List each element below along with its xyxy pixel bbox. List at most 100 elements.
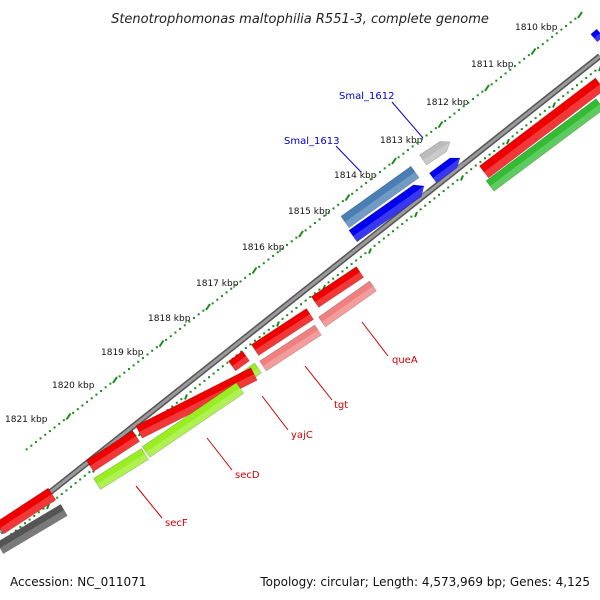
cds-queA-pink-highlight [322,286,377,327]
cds-tgt-pink [259,324,322,372]
inner-major-tick [368,248,372,254]
ruler-minor-tick [165,338,168,341]
inner-minor-tick [355,259,358,262]
ruler-minor-tick [146,353,149,356]
inner-minor-tick [286,314,289,317]
ruler-minor-tick [234,284,237,287]
inner-minor-tick [543,109,546,112]
ruler-minor-tick [318,218,321,221]
cds-green-feature [485,98,600,192]
ruler-minor-tick [30,444,33,447]
ruler-minor-tick [169,335,172,338]
inner-minor-tick [194,387,197,390]
gene-label-yajc[interactable]: yajC [291,430,313,441]
ruler-minor-tick [379,170,382,173]
cds-yajC-red-highlight [232,356,250,371]
inner-minor-tick [263,332,266,335]
cds-dark-feature [0,503,68,555]
ruler-minor-tick [504,72,507,75]
cds-queA-pink [318,280,377,328]
inner-minor-tick [65,489,68,492]
kbp-tick-label: 1819 kbp [101,348,144,358]
inner-minor-tick [539,113,542,116]
inner-minor-tick [589,73,592,76]
ruler-minor-tick [406,149,409,152]
cds-red-feature-highlight [0,494,56,534]
inner-minor-tick [396,226,399,229]
gene-label-quea[interactable]: queA [392,355,418,366]
ruler-minor-tick [90,397,93,400]
ruler-minor-tick [118,375,121,378]
inner-minor-tick [226,361,229,364]
ruler-minor-tick [202,309,205,312]
inner-minor-tick [382,237,385,240]
ruler-minor-tick [141,357,144,360]
ruler-minor-tick [104,386,107,389]
ruler-minor-tick [155,346,158,349]
inner-minor-tick [249,343,252,346]
inner-minor-tick [281,317,284,320]
ruler-minor-tick [355,189,358,192]
ruler-minor-tick [360,185,363,188]
gene-label-smal-1612[interactable]: Smal_1612 [339,91,394,102]
gene-label-smal-1613[interactable]: Smal_1613 [284,136,339,147]
ruler-minor-tick [127,368,130,371]
ruler-major-tick [484,84,490,92]
inner-minor-tick [60,493,63,496]
inner-minor-tick [336,274,339,277]
gene-label-secd[interactable]: secD [235,470,260,481]
kbp-tick-label: 1811 kbp [471,60,514,70]
ruler-minor-tick [44,433,47,436]
inner-minor-tick [571,87,574,90]
inner-minor-tick [290,310,293,313]
inner-minor-tick [83,474,86,477]
ruler-minor-tick [230,287,233,290]
ruler-minor-tick [225,291,228,294]
inner-minor-tick [497,146,500,149]
inner-major-tick [276,321,280,327]
gene-labels: Smal_1612 Smal_1613 queA tgt yajC secD secF [135,91,424,529]
inner-minor-tick [428,201,431,204]
ruler-minor-tick [472,97,475,100]
inner-minor-tick [14,529,17,532]
inner-major-tick [598,65,600,72]
inner-minor-tick [258,336,261,339]
ruler-minor-tick [193,316,196,319]
kbp-tick-label: 1812 kbp [426,98,469,108]
ruler-minor-tick [555,32,558,35]
ruler-minor-tick [211,302,214,305]
inner-minor-tick [474,164,477,167]
ruler-minor-tick [313,222,316,225]
ruler-major-tick [298,230,304,238]
inner-minor-tick [56,496,59,499]
ruler-minor-tick [495,79,498,82]
inner-minor-tick [585,76,588,79]
ruler-minor-tick [95,393,98,396]
inner-minor-tick [309,295,312,298]
cds-gray-feature-highlight [423,142,453,165]
cds-steelblue-feature-highlight [345,172,420,228]
inner-minor-tick [401,222,404,225]
cds-blue-feature-highlight [353,186,428,242]
ruler-minor-tick [337,203,340,206]
inner-minor-tick [580,80,583,83]
ruler-major-tick [112,376,118,384]
inner-minor-tick [350,263,353,266]
ruler-minor-tick [267,258,270,261]
gene-label-secf[interactable]: secF [165,518,188,529]
ruler-minor-tick [62,419,65,422]
gene-label-leader [391,101,424,139]
ruler-minor-tick [467,101,470,104]
inner-minor-tick [479,160,482,163]
gene-label-tgt[interactable]: tgt [334,400,348,411]
inner-major-tick [46,503,50,510]
inner-minor-tick [79,478,82,481]
inner-minor-tick [189,390,192,393]
inner-minor-tick [433,197,436,200]
ruler-minor-tick [551,35,554,38]
ruler-minor-tick [388,163,391,166]
inner-minor-tick [180,398,183,401]
ruler-minor-tick [327,211,330,214]
ruler-minor-tick [239,280,242,283]
cds-queA-red-highlight [315,272,364,308]
